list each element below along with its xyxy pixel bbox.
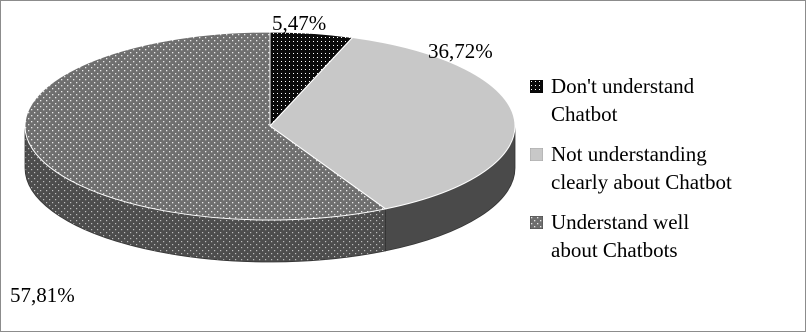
pie-labels-layer: 5,47% 36,72% 57,81% bbox=[10, 11, 493, 307]
legend-swatch-light bbox=[530, 148, 543, 161]
legend-swatch-dotted bbox=[530, 216, 543, 229]
pie-slice-not-clearly bbox=[269, 36, 516, 210]
data-label-not-clearly: 36,72% bbox=[428, 39, 493, 63]
legend-item-dont-understand: Don't understand Chatbot bbox=[530, 72, 800, 128]
legend: Don't understand Chatbot Not understandi… bbox=[530, 72, 800, 276]
legend-label: Not understanding clearly about Chatbot bbox=[551, 142, 732, 194]
legend-label: Don't understand Chatbot bbox=[551, 74, 695, 126]
pie-slice-understand-well bbox=[24, 31, 387, 221]
legend-label: Understand well about Chatbots bbox=[551, 210, 690, 262]
legend-swatch-dark bbox=[530, 80, 543, 93]
legend-item-not-clearly: Not understanding clearly about Chatbot bbox=[530, 140, 800, 196]
legend-item-understand-well: Understand well about Chatbots bbox=[530, 208, 800, 264]
data-label-dont-understand: 5,47% bbox=[272, 11, 326, 35]
pie-top-layer bbox=[24, 31, 516, 221]
data-label-understand-well: 57,81% bbox=[10, 283, 75, 307]
